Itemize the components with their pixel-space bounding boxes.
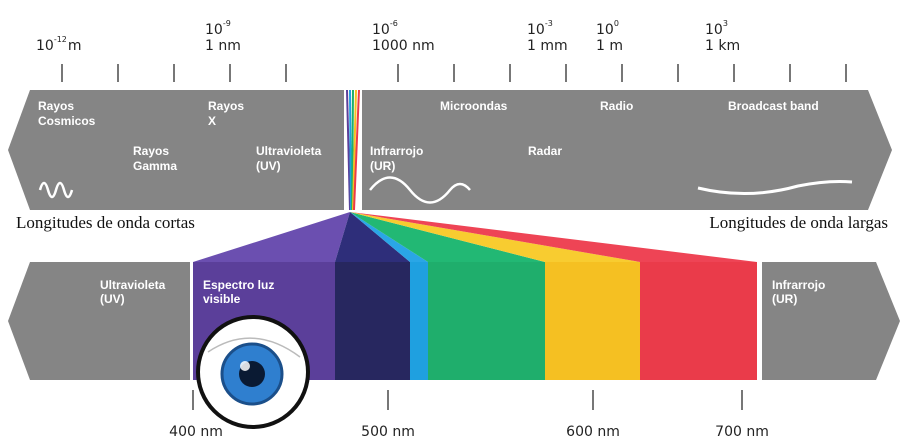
scale-unit: 1 km [705, 38, 740, 54]
short-waves-label: Longitudes de onda cortas [16, 213, 195, 232]
band-label: (UV) [100, 292, 125, 306]
long-waves-label: Longitudes de onda largas [709, 213, 888, 232]
scale-unit: 1000 nm [372, 38, 435, 54]
scale-label: 100 [596, 19, 619, 38]
scale-unit: 1 m [596, 38, 623, 54]
scale-label: 10-6 [372, 19, 398, 38]
band-label: Rayos [208, 99, 244, 113]
scale-unit: 1 nm [205, 38, 241, 54]
wave-icon [38, 181, 74, 199]
band-label: Microondas [440, 99, 508, 113]
scale-unit: 1 mm [527, 38, 568, 54]
visible-ticks [192, 390, 743, 410]
visible-fan [193, 212, 757, 262]
visible-colors [193, 262, 757, 380]
wavelength-label: 700 nm [715, 424, 769, 439]
band-long [362, 90, 892, 210]
wavelength-label: 500 nm [361, 424, 415, 439]
band-label: Infrarrojo [772, 278, 825, 292]
band-label: (UR) [370, 159, 395, 173]
wave-icon [369, 176, 471, 204]
band-label: X [208, 114, 216, 128]
band-label: Rayos [38, 99, 74, 113]
top-ticks [61, 64, 847, 82]
band-short [8, 90, 344, 210]
band-label: Ultravioleta [100, 278, 166, 292]
band-label: Radio [600, 99, 633, 113]
wavelength-label: 400 nm [169, 424, 223, 439]
scale-label: 10-12m [36, 35, 82, 54]
band-label: Ultravioleta [256, 144, 322, 158]
rainbow-lines [346, 89, 360, 211]
band-label: Cosmicos [38, 114, 96, 128]
wave-icon [697, 180, 853, 196]
scale-label: 10-9 [205, 19, 231, 38]
band-label: Rayos [133, 144, 169, 158]
eye-icon [196, 315, 310, 429]
scale-label: 103 [705, 19, 728, 38]
band-label: visible [203, 292, 241, 306]
wavelength-label: 600 nm [566, 424, 620, 439]
band-label: Radar [528, 144, 562, 158]
band-label: Infrarrojo [370, 144, 423, 158]
band-ir [762, 262, 900, 380]
band-label: Gamma [133, 159, 177, 173]
band-label: (UV) [256, 159, 281, 173]
band-label: (UR) [772, 292, 797, 306]
band-label: Espectro luz [203, 278, 274, 292]
scale-label: 10-3 [527, 19, 553, 38]
band-label: Broadcast band [728, 99, 819, 113]
band-uv [8, 262, 190, 380]
